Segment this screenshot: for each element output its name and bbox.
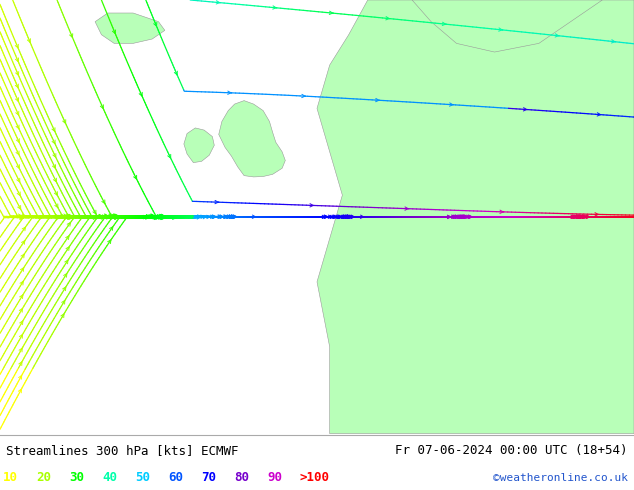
Polygon shape	[412, 0, 602, 52]
Text: Fr 07-06-2024 00:00 UTC (18+54): Fr 07-06-2024 00:00 UTC (18+54)	[395, 444, 628, 457]
Polygon shape	[95, 13, 165, 44]
Text: 80: 80	[234, 471, 249, 484]
Polygon shape	[184, 128, 214, 163]
Text: 10: 10	[3, 471, 18, 484]
Text: 60: 60	[168, 471, 183, 484]
Text: 90: 90	[267, 471, 282, 484]
Text: 20: 20	[36, 471, 51, 484]
Text: 40: 40	[102, 471, 117, 484]
Text: ©weatheronline.co.uk: ©weatheronline.co.uk	[493, 472, 628, 483]
Text: 70: 70	[201, 471, 216, 484]
Text: 50: 50	[135, 471, 150, 484]
Polygon shape	[219, 100, 285, 177]
Text: 30: 30	[69, 471, 84, 484]
Polygon shape	[317, 0, 634, 434]
Text: >100: >100	[300, 471, 330, 484]
Text: Streamlines 300 hPa [kts] ECMWF: Streamlines 300 hPa [kts] ECMWF	[6, 444, 239, 457]
